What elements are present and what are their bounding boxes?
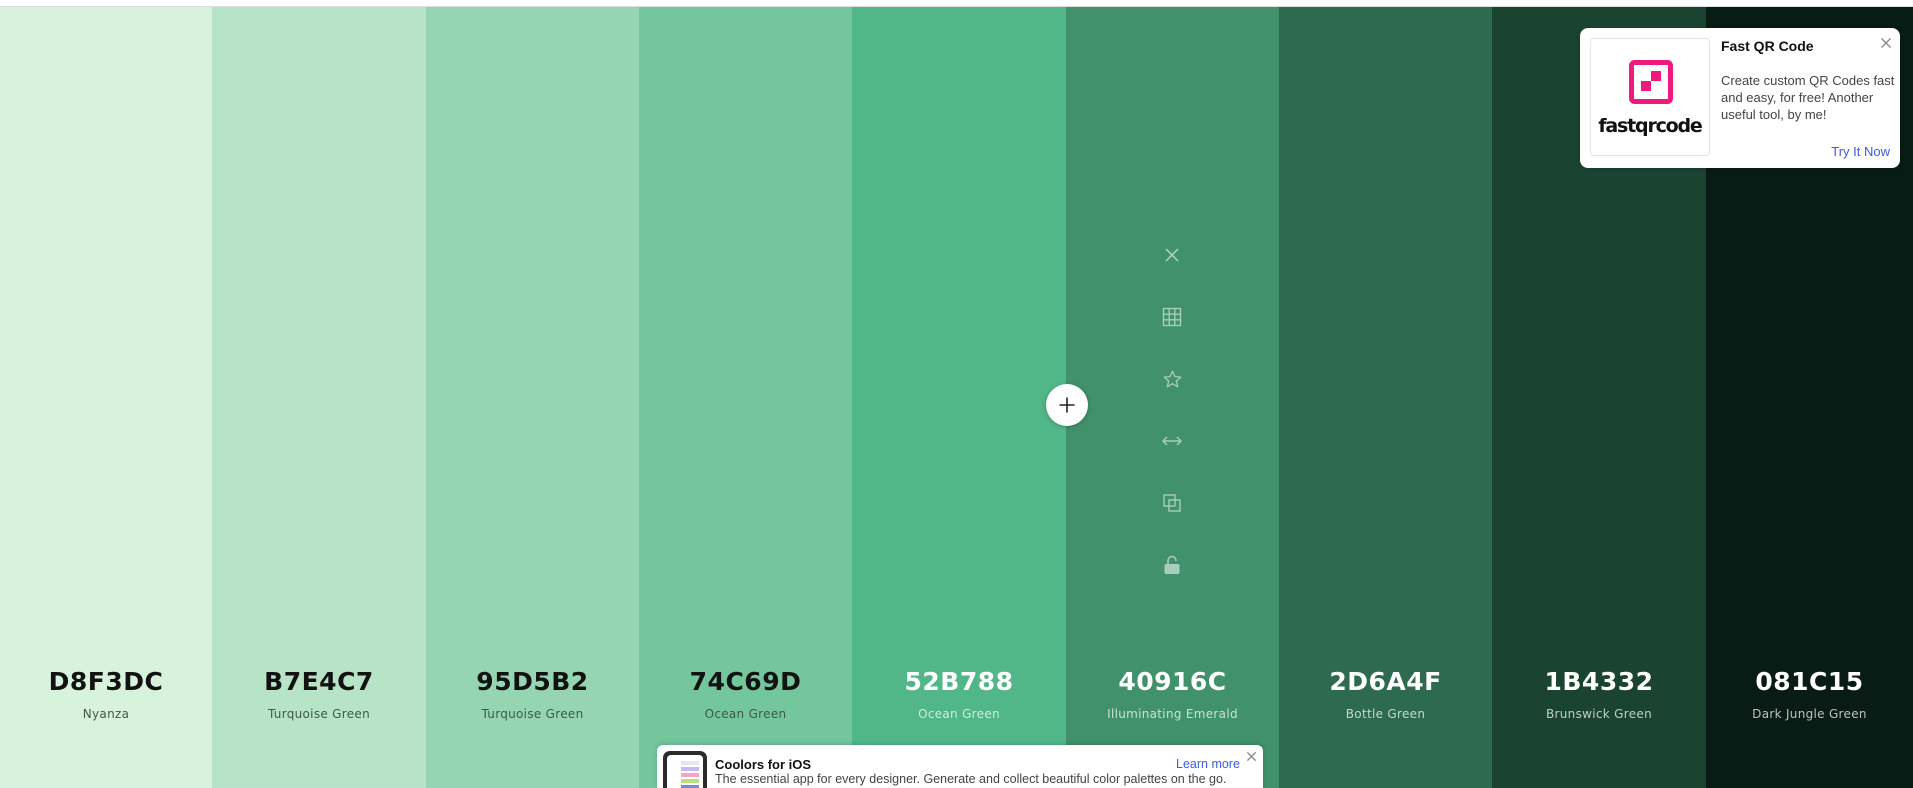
swatch-hex-code[interactable]: B7E4C7 xyxy=(264,667,374,696)
swatch-color-name[interactable]: Dark Jungle Green xyxy=(1752,707,1867,721)
close-icon xyxy=(1881,38,1891,48)
unlock-icon xyxy=(1164,555,1180,574)
ad-close-button[interactable] xyxy=(1880,36,1892,54)
palette: D8F3DC Nyanza B7E4C7 Turquoise Green 95D… xyxy=(0,7,1913,788)
color-swatch[interactable]: 40916C Illuminating Emerald xyxy=(1066,7,1279,788)
swatch-hex-code[interactable]: D8F3DC xyxy=(48,667,164,696)
color-swatch[interactable]: D8F3DC Nyanza xyxy=(0,7,212,788)
banner-text: The essential app for every designer. Ge… xyxy=(715,772,1227,786)
star-icon xyxy=(1163,370,1181,387)
swatch-color-name[interactable]: Turquoise Green xyxy=(267,707,371,721)
ios-app-banner: Coolors for iOS The essential app for ev… xyxy=(657,745,1263,788)
qr-logo-icon xyxy=(1629,60,1673,104)
color-swatch[interactable]: 95D5B2 Turquoise Green xyxy=(426,7,639,788)
save-color-button[interactable] xyxy=(1157,364,1187,394)
swatch-color-name[interactable]: Illuminating Emerald xyxy=(1107,707,1238,721)
color-swatch[interactable]: 2D6A4F Bottle Green xyxy=(1279,7,1492,788)
ad-card: fastqrcode Fast QR Code Create custom QR… xyxy=(1580,28,1900,168)
add-color-button[interactable] xyxy=(1046,384,1088,426)
swatch-color-name[interactable]: Turquoise Green xyxy=(481,707,584,721)
copy-icon xyxy=(1163,494,1181,512)
swatch-hex-code[interactable]: 2D6A4F xyxy=(1329,667,1442,696)
banner-title: Coolors for iOS xyxy=(715,757,812,772)
banner-close-button[interactable] xyxy=(1246,749,1257,767)
fastqrcode-logo[interactable]: fastqrcode xyxy=(1590,38,1710,156)
close-icon xyxy=(1165,248,1179,262)
swatch-hex-code[interactable]: 52B788 xyxy=(904,667,1014,696)
swatch-hex-code[interactable]: 74C69D xyxy=(689,667,802,696)
close-icon xyxy=(1246,751,1257,762)
swatch-color-name[interactable]: Ocean Green xyxy=(918,707,1000,721)
swatch-color-name[interactable]: Nyanza xyxy=(82,707,130,721)
ad-text: Create custom QR Codes fast and easy, fo… xyxy=(1721,73,1895,122)
swatch-color-name[interactable]: Ocean Green xyxy=(704,707,787,721)
ad-title: Fast QR Code xyxy=(1721,38,1814,54)
swatch-color-name[interactable]: Bottle Green xyxy=(1345,707,1426,721)
copy-hex-button[interactable] xyxy=(1157,488,1187,518)
swatch-hex-code[interactable]: 95D5B2 xyxy=(476,667,589,696)
plus-icon xyxy=(1059,397,1075,413)
swatch-hex-code[interactable]: 081C15 xyxy=(1755,667,1864,696)
swatch-color-name[interactable]: Brunswick Green xyxy=(1546,707,1652,721)
try-it-now-link[interactable]: Try It Now xyxy=(1831,144,1890,159)
iphone-app-image xyxy=(663,751,707,788)
swatch-toolbar xyxy=(1157,240,1187,612)
grid-icon xyxy=(1162,307,1182,327)
swatch-hex-code[interactable]: 40916C xyxy=(1118,667,1227,696)
color-swatch[interactable]: 74C69D Ocean Green xyxy=(639,7,852,788)
drag-color-handle[interactable] xyxy=(1157,426,1187,456)
learn-more-link[interactable]: Learn more xyxy=(1176,757,1240,771)
color-swatch[interactable]: 52B788 Ocean Green xyxy=(852,7,1066,788)
view-shades-button[interactable] xyxy=(1157,302,1187,332)
swatch-hex-code[interactable]: 1B4332 xyxy=(1544,667,1654,696)
logo-wordmark: fastqrcode xyxy=(1598,115,1702,137)
remove-color-button[interactable] xyxy=(1157,240,1187,270)
lock-color-button[interactable] xyxy=(1157,550,1187,580)
color-swatch[interactable]: B7E4C7 Turquoise Green xyxy=(212,7,426,788)
drag-arrows-icon xyxy=(1162,436,1182,446)
top-bar xyxy=(0,0,1913,7)
